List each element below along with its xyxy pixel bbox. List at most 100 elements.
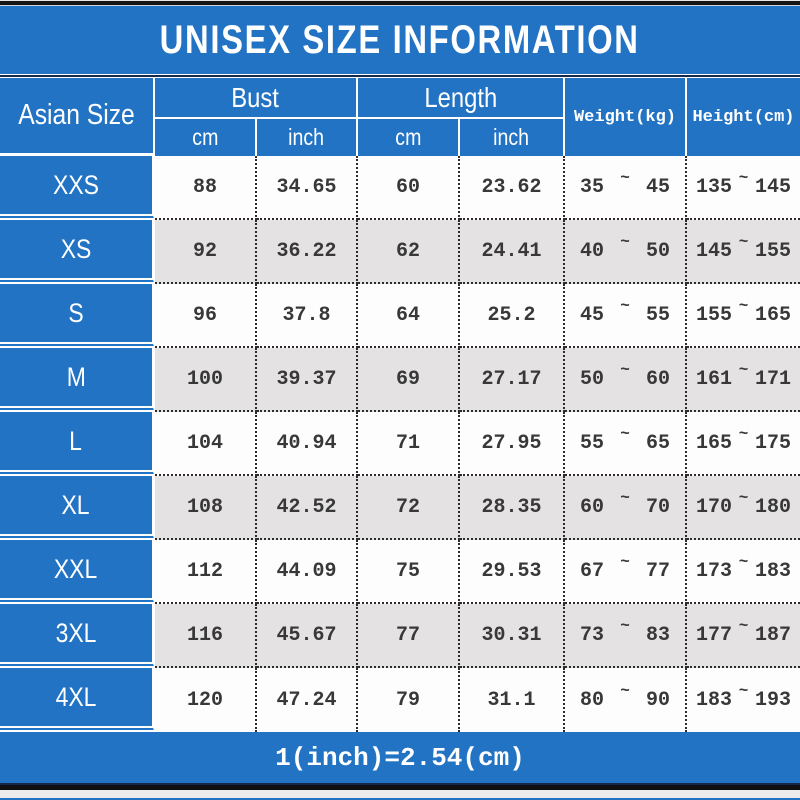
bust-inch-cell: 45.67 bbox=[257, 604, 358, 668]
bust-inch-cell: 34.65 bbox=[257, 156, 358, 220]
bust-inch-cell: 42.52 bbox=[257, 476, 358, 540]
tilde-symbol: ~ bbox=[620, 553, 630, 571]
bottom-edge-strip bbox=[0, 790, 800, 798]
height-range-cell: 183 ~193 bbox=[687, 668, 800, 732]
tilde-symbol: ~ bbox=[620, 617, 630, 635]
tilde-symbol: ~ bbox=[738, 617, 749, 635]
table-row: 4XL 120 47.24 79 31.1 80 ~90 183 ~193 bbox=[0, 668, 800, 732]
subheader-bust-inch: inch bbox=[257, 119, 358, 156]
length-cm-cell: 62 bbox=[358, 220, 460, 284]
length-inch-cell: 27.95 bbox=[460, 412, 565, 476]
height-range-cell: 170 ~180 bbox=[687, 476, 800, 540]
length-cm-cell: 75 bbox=[358, 540, 460, 604]
length-cm-cell: 79 bbox=[358, 668, 460, 732]
bust-cm-cell: 104 bbox=[155, 412, 257, 476]
column-group-bust: Bust bbox=[155, 78, 358, 119]
table-row: XS 92 36.22 62 24.41 40 ~50 145 ~155 bbox=[0, 220, 800, 284]
size-label: S bbox=[0, 284, 155, 348]
tilde-symbol: ~ bbox=[620, 297, 630, 315]
weight-range-cell: 40 ~50 bbox=[565, 220, 687, 284]
bust-cm-cell: 88 bbox=[155, 156, 257, 220]
size-label: XXS bbox=[0, 156, 155, 220]
page-title: UNISEX SIZE INFORMATION bbox=[160, 17, 640, 62]
weight-range-cell: 73 ~83 bbox=[565, 604, 687, 668]
tilde-symbol: ~ bbox=[620, 425, 630, 443]
length-inch-cell: 24.41 bbox=[460, 220, 565, 284]
length-cm-cell: 71 bbox=[358, 412, 460, 476]
bottom-black-bar bbox=[0, 785, 800, 790]
weight-range-cell: 45 ~55 bbox=[565, 284, 687, 348]
bust-cm-cell: 112 bbox=[155, 540, 257, 604]
weight-range-cell: 35 ~45 bbox=[565, 156, 687, 220]
tilde-symbol: ~ bbox=[738, 489, 749, 507]
size-label: XXL bbox=[0, 540, 155, 604]
length-cm-cell: 69 bbox=[358, 348, 460, 412]
conversion-note: 1(inch)=2.54(cm) bbox=[275, 742, 525, 773]
tilde-symbol: ~ bbox=[620, 489, 630, 507]
table-row: XXS 88 34.65 60 23.62 35 ~45 135 ~145 bbox=[0, 156, 800, 220]
tilde-symbol: ~ bbox=[620, 169, 630, 187]
table-row: XXL 112 44.09 75 29.53 67 ~77 173 ~183 bbox=[0, 540, 800, 604]
tilde-symbol: ~ bbox=[738, 233, 749, 251]
height-range-cell: 161 ~171 bbox=[687, 348, 800, 412]
table-header: Asian Size Bust Length Weight(kg) Height… bbox=[0, 78, 800, 156]
table-row: L 104 40.94 71 27.95 55 ~65 165 ~175 bbox=[0, 412, 800, 476]
bust-inch-cell: 40.94 bbox=[257, 412, 358, 476]
tilde-symbol: ~ bbox=[738, 425, 749, 443]
height-range-cell: 165 ~175 bbox=[687, 412, 800, 476]
size-label: XS bbox=[0, 220, 155, 284]
table-row: M 100 39.37 69 27.17 50 ~60 161 ~171 bbox=[0, 348, 800, 412]
length-inch-cell: 23.62 bbox=[460, 156, 565, 220]
length-inch-cell: 27.17 bbox=[460, 348, 565, 412]
length-inch-cell: 25.2 bbox=[460, 284, 565, 348]
subheader-bust-cm: cm bbox=[155, 119, 257, 156]
table-row: 3XL 116 45.67 77 30.31 73 ~83 177 ~187 bbox=[0, 604, 800, 668]
weight-range-cell: 50 ~60 bbox=[565, 348, 687, 412]
title-bar: UNISEX SIZE INFORMATION bbox=[0, 6, 800, 74]
top-edge-line bbox=[0, 0, 800, 1]
weight-range-cell: 80 ~90 bbox=[565, 668, 687, 732]
subheader-length-cm: cm bbox=[358, 119, 460, 156]
table-row: XL 108 42.52 72 28.35 60 ~70 170 ~180 bbox=[0, 476, 800, 540]
bust-cm-cell: 96 bbox=[155, 284, 257, 348]
table-row: S 96 37.8 64 25.2 45 ~55 155 ~165 bbox=[0, 284, 800, 348]
bottom-navy-line bbox=[0, 783, 800, 785]
tilde-symbol: ~ bbox=[738, 553, 749, 571]
column-group-length: Length bbox=[358, 78, 565, 119]
length-inch-cell: 28.35 bbox=[460, 476, 565, 540]
bust-cm-cell: 116 bbox=[155, 604, 257, 668]
tilde-symbol: ~ bbox=[738, 297, 749, 315]
column-header-asian-size: Asian Size bbox=[0, 78, 155, 156]
length-inch-cell: 29.53 bbox=[460, 540, 565, 604]
bust-cm-cell: 100 bbox=[155, 348, 257, 412]
weight-range-cell: 67 ~77 bbox=[565, 540, 687, 604]
length-cm-cell: 77 bbox=[358, 604, 460, 668]
length-cm-cell: 64 bbox=[358, 284, 460, 348]
weight-range-cell: 60 ~70 bbox=[565, 476, 687, 540]
size-label: L bbox=[0, 412, 155, 476]
height-range-cell: 155 ~165 bbox=[687, 284, 800, 348]
top-edge-line-2 bbox=[0, 5, 800, 6]
height-range-cell: 145 ~155 bbox=[687, 220, 800, 284]
tilde-symbol: ~ bbox=[620, 233, 630, 251]
bust-inch-cell: 36.22 bbox=[257, 220, 358, 284]
size-label: M bbox=[0, 348, 155, 412]
size-label: 3XL bbox=[0, 604, 155, 668]
weight-range-cell: 55 ~65 bbox=[565, 412, 687, 476]
height-range-cell: 173 ~183 bbox=[687, 540, 800, 604]
conversion-note-bar: 1(inch)=2.54(cm) bbox=[0, 732, 800, 783]
tilde-symbol: ~ bbox=[620, 361, 630, 379]
bust-inch-cell: 39.37 bbox=[257, 348, 358, 412]
size-label: 4XL bbox=[0, 668, 155, 732]
title-divider bbox=[0, 74, 800, 78]
size-label: XL bbox=[0, 476, 155, 540]
bust-inch-cell: 37.8 bbox=[257, 284, 358, 348]
length-inch-cell: 30.31 bbox=[460, 604, 565, 668]
tilde-symbol: ~ bbox=[738, 169, 749, 187]
length-cm-cell: 60 bbox=[358, 156, 460, 220]
bust-cm-cell: 108 bbox=[155, 476, 257, 540]
column-header-height: Height(cm) bbox=[687, 78, 800, 156]
bust-inch-cell: 47.24 bbox=[257, 668, 358, 732]
column-header-weight: Weight(kg) bbox=[565, 78, 687, 156]
tilde-symbol: ~ bbox=[738, 361, 749, 379]
